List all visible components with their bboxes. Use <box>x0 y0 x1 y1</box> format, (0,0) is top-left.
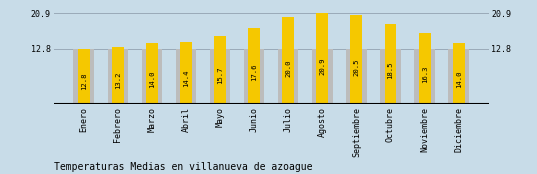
Text: 17.6: 17.6 <box>251 64 257 81</box>
Text: 20.9: 20.9 <box>320 57 325 75</box>
Text: 13.2: 13.2 <box>115 72 121 89</box>
Bar <box>419 33 431 104</box>
Bar <box>312 49 332 104</box>
Bar <box>142 49 162 104</box>
Bar <box>346 49 367 104</box>
Text: 20.5: 20.5 <box>353 58 359 76</box>
Bar <box>453 44 465 104</box>
Text: 16.3: 16.3 <box>422 66 427 83</box>
Bar <box>214 36 226 104</box>
Text: Temperaturas Medias en villanueva de azoague: Temperaturas Medias en villanueva de azo… <box>54 162 312 172</box>
Bar <box>282 17 294 104</box>
Bar <box>415 49 435 104</box>
Text: 14.4: 14.4 <box>183 69 189 87</box>
Bar <box>176 49 196 104</box>
Bar <box>74 49 94 104</box>
Bar <box>316 13 328 104</box>
Bar <box>78 49 90 104</box>
Bar <box>107 49 128 104</box>
Bar <box>448 49 469 104</box>
Text: 14.0: 14.0 <box>456 70 462 88</box>
Bar <box>351 15 362 104</box>
Bar <box>278 49 299 104</box>
Text: 20.0: 20.0 <box>285 59 291 77</box>
Bar <box>112 47 124 104</box>
Bar <box>248 28 260 104</box>
Text: 18.5: 18.5 <box>388 62 394 79</box>
Bar <box>384 24 396 104</box>
Bar <box>380 49 401 104</box>
Bar <box>244 49 264 104</box>
Text: 14.0: 14.0 <box>149 70 155 88</box>
Bar <box>210 49 230 104</box>
Bar <box>146 44 158 104</box>
Text: 15.7: 15.7 <box>217 67 223 84</box>
Bar <box>180 42 192 104</box>
Text: 12.8: 12.8 <box>81 72 86 90</box>
